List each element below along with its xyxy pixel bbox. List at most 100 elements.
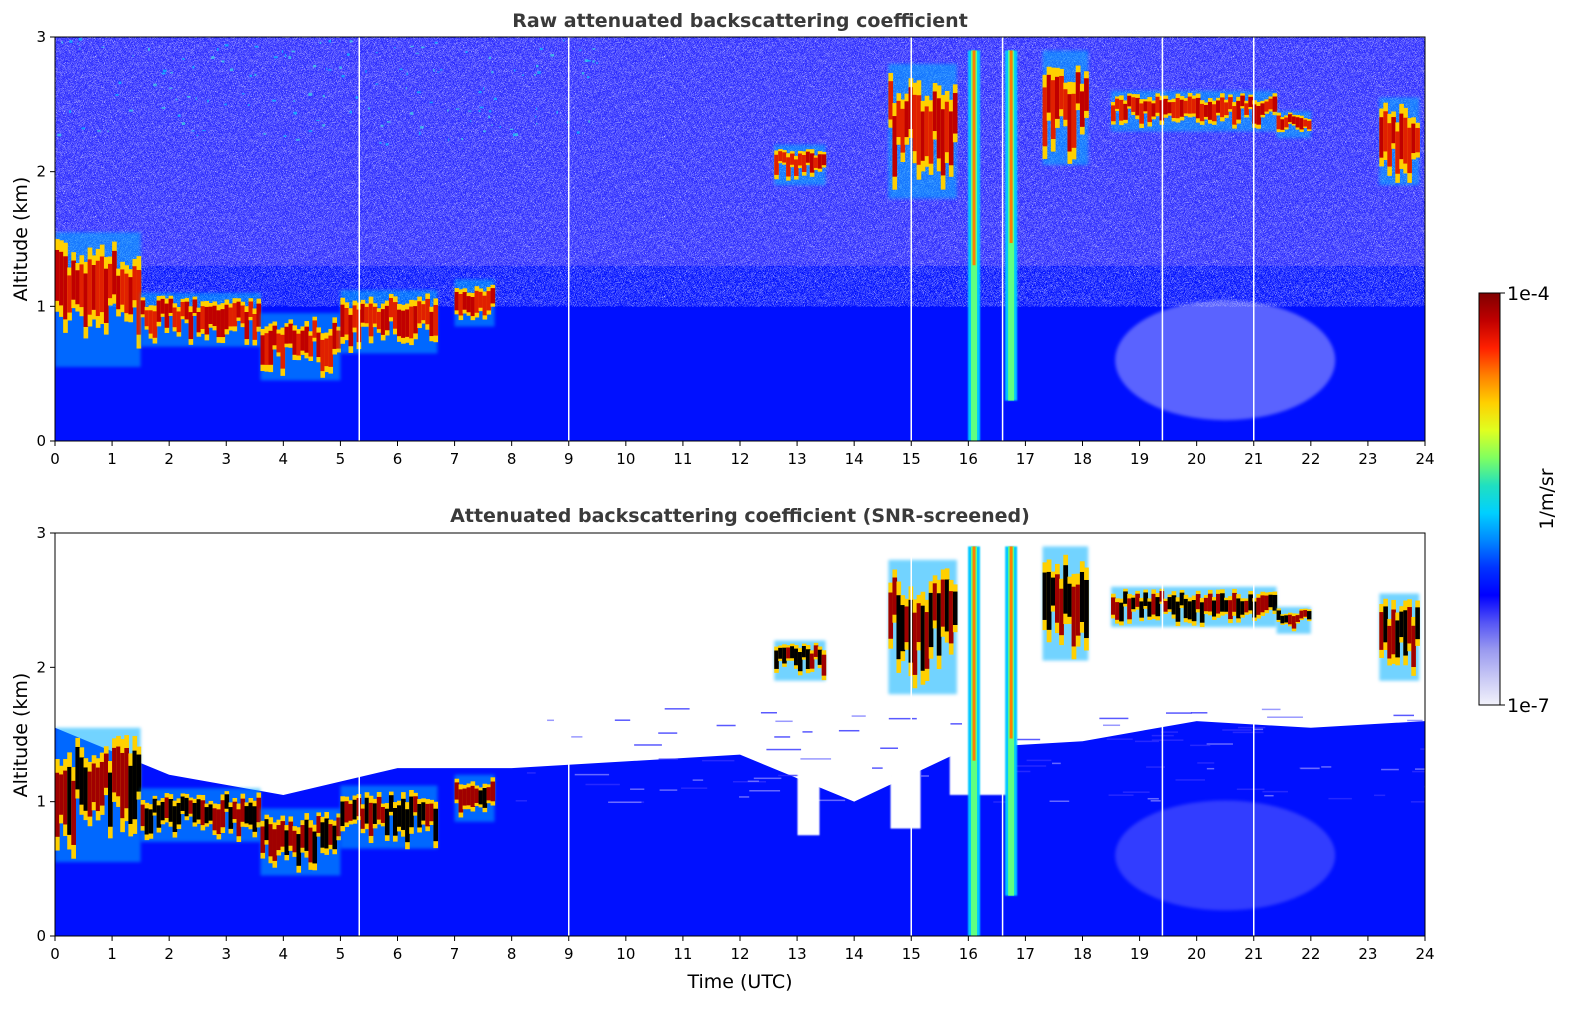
- screened-stripe: [1236, 788, 1265, 791]
- x-tick-label: 3: [221, 945, 231, 963]
- screened-stripe: [1017, 738, 1041, 741]
- noise-speck: [196, 134, 199, 137]
- noise-speck: [216, 47, 219, 51]
- x-tick-label: 14: [845, 450, 864, 468]
- noise-speck: [81, 127, 86, 130]
- screened-stripe: [1261, 708, 1281, 711]
- noise-speck: [308, 92, 313, 96]
- screened-stripe: [1381, 768, 1399, 771]
- x-tick-label: 10: [616, 450, 635, 468]
- x-tick-label: 9: [564, 450, 574, 468]
- screened-stripe: [1264, 794, 1274, 797]
- noise-speck: [281, 50, 284, 53]
- cloud-feature: [968, 546, 981, 936]
- screened-stripe: [1160, 731, 1179, 733]
- noise-speck: [488, 115, 491, 119]
- noise-speck: [419, 131, 421, 135]
- screened-stripe: [1103, 724, 1121, 727]
- cloud-feature: [774, 144, 827, 186]
- noise-speck: [284, 54, 287, 58]
- noise-speck: [488, 110, 492, 113]
- screened-stripe: [692, 779, 704, 781]
- noise-speck: [191, 130, 195, 132]
- screened-stripe: [547, 719, 554, 722]
- x-tick-label: 18: [1073, 450, 1092, 468]
- x-tick-label: 23: [1358, 450, 1377, 468]
- noise-speck: [550, 54, 555, 57]
- y-tick-label: 2: [36, 163, 46, 181]
- cloud-feature: [1111, 586, 1278, 628]
- cloud-feature: [968, 50, 981, 441]
- screened-hole: [797, 761, 820, 836]
- noise-speck: [410, 111, 414, 115]
- cloud-feature: [140, 788, 262, 842]
- noise-speck: [288, 56, 292, 60]
- noise-speck: [186, 95, 191, 98]
- cloud-feature: [260, 808, 342, 876]
- noise-speck: [170, 71, 173, 74]
- noise-speck: [341, 75, 345, 78]
- noise-speck: [272, 99, 276, 102]
- x-tick-label: 10: [616, 945, 635, 963]
- noise-speck: [229, 68, 234, 72]
- screened-stripe: [1374, 794, 1386, 797]
- cloud-feature: [260, 313, 342, 381]
- noise-speck: [510, 128, 514, 130]
- screened-stripe: [775, 720, 793, 723]
- screened-stripe: [630, 788, 645, 790]
- noise-speck: [448, 138, 450, 142]
- screened-stripe: [749, 790, 781, 792]
- noise-speck: [375, 52, 378, 54]
- x-tick-label: 8: [507, 450, 517, 468]
- cloud-feature: [1379, 593, 1420, 681]
- screened-stripe: [1190, 744, 1211, 747]
- noise-speck: [263, 132, 266, 135]
- screened-stripe: [1165, 712, 1192, 714]
- noise-speck: [339, 66, 342, 69]
- screened-stripe: [1026, 759, 1052, 762]
- cloud-feature: [1379, 97, 1420, 186]
- noise-speck: [563, 39, 565, 42]
- panel1-y-ticks: 0 1 2 3: [36, 28, 55, 450]
- x-tick-label: 17: [1016, 450, 1035, 468]
- screened-stripe: [1049, 800, 1070, 802]
- noise-speck: [534, 74, 537, 76]
- x-tick-label: 6: [393, 945, 403, 963]
- panel2-y-ticks: 0 1 2 3: [36, 524, 55, 945]
- noise-speck: [515, 133, 519, 137]
- noise-speck: [69, 110, 72, 113]
- cloud-feature: [454, 279, 496, 327]
- noise-speck: [349, 40, 353, 43]
- panel1-title: Raw attenuated backscattering coefficien…: [512, 10, 968, 32]
- screened-stripe: [614, 719, 631, 721]
- screened-stripe: [681, 787, 708, 789]
- screened-stripe: [888, 717, 917, 720]
- noise-speck: [386, 121, 391, 123]
- x-tick-label: 7: [450, 945, 460, 963]
- x-tick-label: 17: [1016, 945, 1035, 963]
- screened-stripe: [574, 773, 610, 776]
- noise-speck: [313, 64, 317, 68]
- noise-speck: [437, 71, 440, 73]
- screened-stripe: [1300, 767, 1320, 770]
- screened-stripe: [1151, 739, 1184, 741]
- y-tick-label: 0: [36, 432, 46, 450]
- noise-speck: [483, 87, 485, 90]
- x-tick-label: 24: [1415, 450, 1434, 468]
- screened-stripe: [1328, 797, 1352, 800]
- noise-speck: [468, 110, 472, 112]
- noise-speck: [182, 58, 185, 60]
- noise-speck: [115, 94, 119, 96]
- noise-speck: [177, 114, 181, 117]
- x-tick-label: 15: [902, 450, 921, 468]
- cloud-feature: [1111, 90, 1278, 132]
- x-tick-label: 4: [279, 945, 289, 963]
- noise-speck: [420, 46, 425, 49]
- cloud-feature: [140, 292, 262, 347]
- screened-stripe: [1412, 770, 1425, 773]
- noise-speck: [579, 49, 582, 51]
- screened-stripe: [1420, 748, 1425, 750]
- noise-speck: [514, 69, 516, 72]
- screened-stripe: [1106, 738, 1133, 740]
- noise-speck: [461, 137, 464, 141]
